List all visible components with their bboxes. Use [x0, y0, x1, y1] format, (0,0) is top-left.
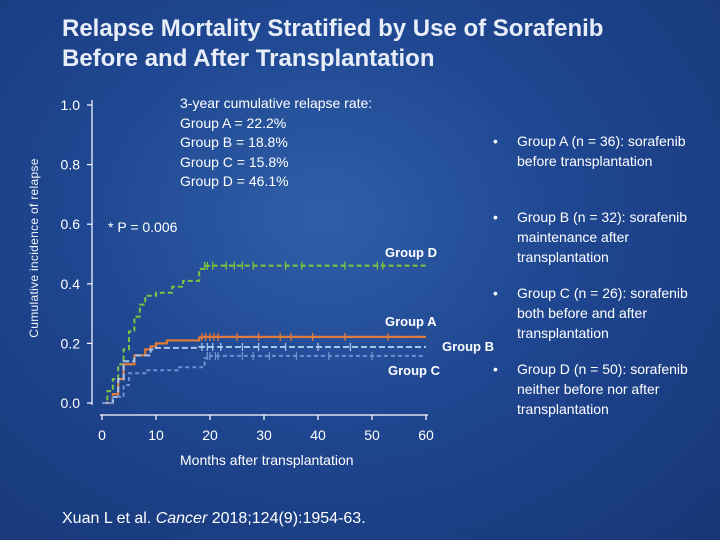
y-tick-label: 1.0 — [61, 97, 81, 113]
series-label-group-a: Group A — [385, 314, 437, 329]
series-line-group-c — [102, 354, 426, 404]
group-item-b: • Group B (n = 32): sorafenib maintenanc… — [490, 208, 712, 284]
y-tick-label: 0.4 — [61, 276, 81, 292]
y-tick-label: 0.8 — [61, 157, 81, 173]
x-tick-label: 20 — [202, 427, 218, 443]
citation-authors: Xuan L et al. — [62, 510, 152, 527]
bullet-icon: • — [493, 361, 498, 377]
x-tick-label: 30 — [256, 427, 272, 443]
x-tick-label: 40 — [310, 427, 326, 443]
group-item-detail: (n = 50): sorafenib neither before nor a… — [517, 361, 688, 417]
slide-title: Relapse Mortality Stratified by Use of S… — [62, 14, 702, 74]
y-tick-label: 0.0 — [61, 395, 81, 411]
group-item-d: • Group D (n = 50): sorafenib neither be… — [490, 360, 712, 436]
x-axis-label: Months after transplantation — [180, 452, 354, 468]
group-item-c: • Group C (n = 26): sorafenib both befor… — [490, 284, 712, 360]
relapse-rate-group-a: Group A = 22.2% — [180, 114, 287, 131]
series-line-group-b — [102, 345, 426, 404]
slide-title-line1: Relapse Mortality Stratified by Use of S… — [62, 15, 604, 42]
group-item-detail: (n = 36): sorafenib before transplantati… — [517, 133, 686, 169]
x-tick-label: 10 — [148, 427, 164, 443]
citation-ref: 2018;124(9):1954-63. — [211, 510, 366, 527]
x-tick-label: 60 — [418, 427, 434, 443]
group-item-name: Group B — [517, 209, 570, 225]
group-item-name: Group C — [517, 285, 570, 301]
relapse-rate-group-d: Group D = 46.1% — [180, 173, 289, 190]
bullet-icon: • — [493, 285, 498, 301]
series-label-group-d: Group D — [385, 245, 437, 260]
group-item-name: Group D — [517, 361, 570, 377]
series-label-group-b: Group B — [442, 339, 494, 354]
x-tick-label: 0 — [98, 427, 106, 443]
p-value-annotation: * P = 0.006 — [108, 219, 178, 235]
slide-title-line2: Before and After Transplantation — [62, 45, 435, 72]
group-legend-list: • Group A (n = 36): sorafenib before tra… — [490, 132, 712, 436]
y-tick-label: 0.6 — [61, 216, 81, 232]
relapse-rates-heading: 3-year cumulative relapse rate: — [180, 95, 373, 111]
series-label-group-c: Group C — [388, 363, 441, 378]
group-item-detail: (n = 26): sorafenib both before and afte… — [517, 285, 688, 341]
y-axis-label: Cumulative incidence of relapse — [27, 158, 41, 338]
relapse-rates-annotation: 3-year cumulative relapse rate: Group A … — [180, 94, 372, 192]
group-item-a: • Group A (n = 36): sorafenib before tra… — [490, 132, 712, 208]
citation-journal: Cancer — [155, 510, 208, 527]
relapse-rate-group-b: Group B = 18.8% — [180, 134, 288, 151]
y-tick-label: 0.2 — [61, 335, 81, 351]
citation: Xuan L et al. Cancer 2018;124(9):1954-63… — [62, 510, 366, 528]
bullet-icon: • — [493, 209, 498, 225]
series-line-group-d — [102, 264, 426, 404]
x-tick-label: 50 — [364, 427, 380, 443]
group-item-name: Group A — [517, 133, 568, 149]
group-item-detail: (n = 32): sorafenib maintenance after tr… — [517, 209, 688, 265]
bullet-icon: • — [493, 133, 498, 149]
relapse-rate-group-c: Group C = 15.8% — [180, 153, 289, 170]
